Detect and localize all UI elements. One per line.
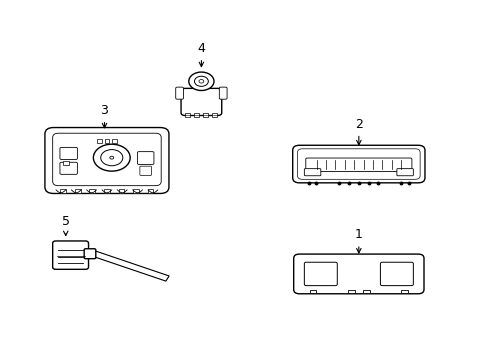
FancyBboxPatch shape: [293, 145, 425, 183]
FancyBboxPatch shape: [140, 166, 151, 175]
Bar: [104, 139, 109, 143]
Bar: [212, 113, 217, 117]
FancyBboxPatch shape: [176, 87, 183, 99]
FancyBboxPatch shape: [53, 133, 161, 186]
Text: 5: 5: [62, 215, 70, 235]
Bar: [97, 139, 101, 143]
FancyBboxPatch shape: [304, 168, 321, 176]
FancyBboxPatch shape: [397, 168, 414, 176]
Bar: [194, 113, 199, 117]
Bar: [147, 189, 153, 193]
Bar: [119, 189, 124, 193]
Text: 2: 2: [355, 118, 363, 145]
Bar: [401, 289, 408, 293]
FancyBboxPatch shape: [294, 254, 424, 294]
Bar: [185, 113, 190, 117]
FancyBboxPatch shape: [60, 147, 77, 159]
FancyBboxPatch shape: [60, 162, 77, 174]
FancyBboxPatch shape: [306, 158, 412, 171]
FancyBboxPatch shape: [181, 88, 222, 116]
Bar: [75, 189, 81, 193]
Circle shape: [94, 144, 130, 171]
Text: 3: 3: [100, 104, 108, 128]
FancyBboxPatch shape: [380, 262, 414, 285]
FancyBboxPatch shape: [297, 149, 420, 179]
Bar: [60, 189, 66, 193]
Bar: [112, 139, 117, 143]
Circle shape: [199, 80, 204, 83]
FancyBboxPatch shape: [304, 262, 337, 285]
Bar: [310, 289, 317, 293]
Bar: [348, 289, 355, 293]
Text: 1: 1: [355, 228, 363, 253]
Polygon shape: [93, 251, 169, 281]
FancyBboxPatch shape: [84, 249, 96, 259]
Circle shape: [101, 150, 123, 166]
Bar: [63, 161, 69, 166]
Circle shape: [110, 156, 114, 159]
Bar: [363, 289, 369, 293]
Circle shape: [195, 76, 208, 86]
Circle shape: [189, 72, 214, 90]
FancyBboxPatch shape: [220, 87, 227, 99]
Bar: [104, 189, 110, 193]
FancyBboxPatch shape: [138, 152, 154, 165]
Bar: [90, 189, 96, 193]
FancyBboxPatch shape: [45, 127, 169, 193]
FancyBboxPatch shape: [53, 241, 89, 269]
Text: 4: 4: [197, 42, 205, 67]
Bar: [203, 113, 208, 117]
Bar: [133, 189, 139, 193]
